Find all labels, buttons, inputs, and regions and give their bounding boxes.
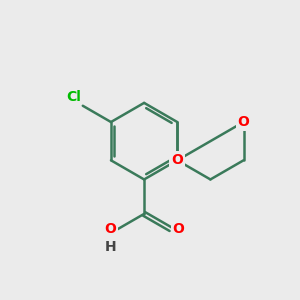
Text: O: O (171, 153, 183, 167)
Text: O: O (104, 222, 116, 236)
Text: O: O (172, 222, 184, 236)
Text: Cl: Cl (66, 90, 81, 104)
Text: H: H (104, 239, 116, 254)
Text: O: O (238, 115, 250, 129)
